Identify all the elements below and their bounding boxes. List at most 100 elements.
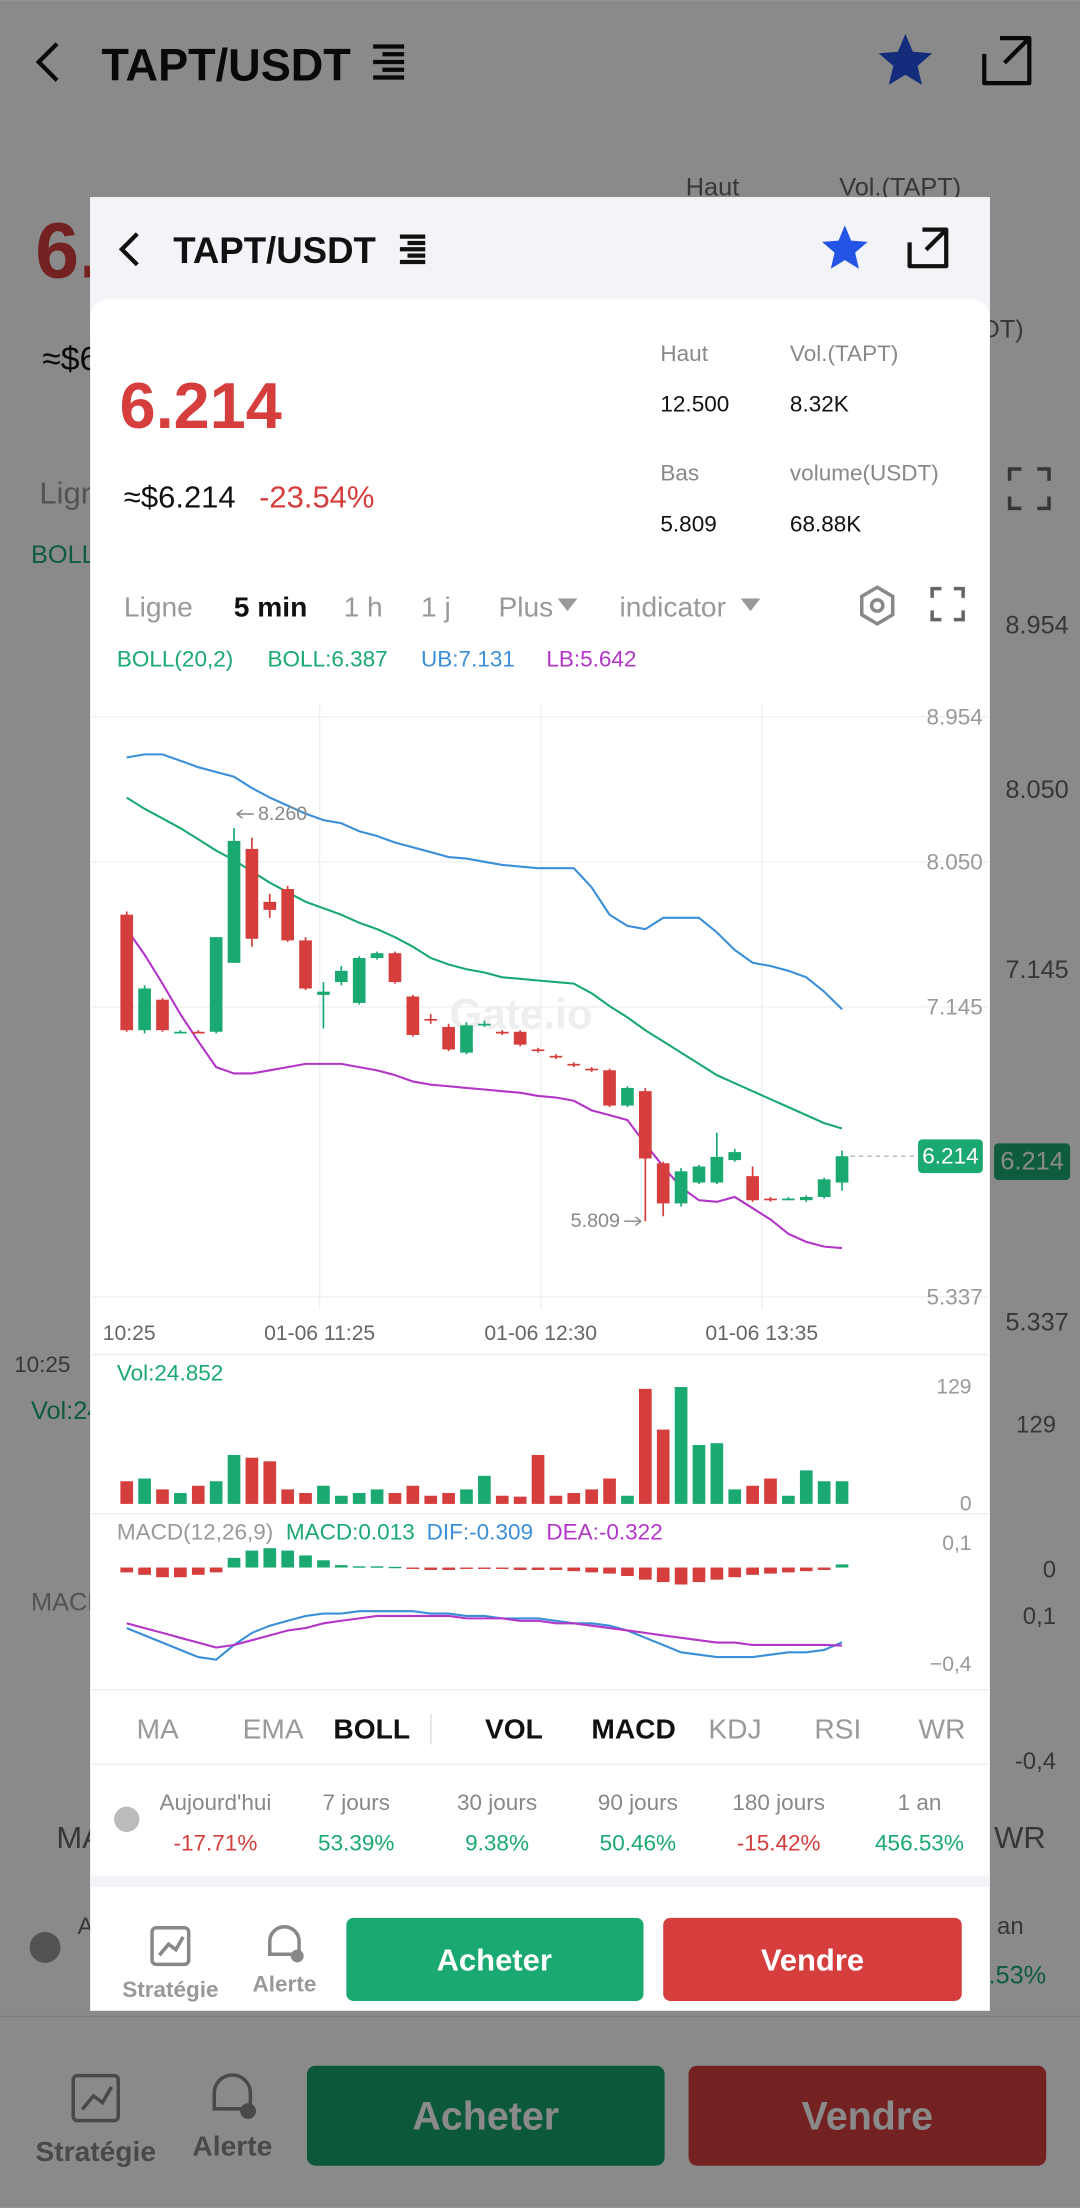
alert-label[interactable]: Alerte [253, 1972, 317, 1997]
volume-bar [317, 1485, 330, 1504]
strategy-label[interactable]: Stratégie [122, 1977, 218, 2002]
macd-bar [138, 1567, 151, 1575]
boll-legend: BOLL:6.387 [268, 647, 388, 672]
volume-bar [263, 1461, 277, 1504]
indicator-tab[interactable]: EMA [243, 1714, 304, 1745]
last-price: 6.214 [120, 369, 282, 442]
volume-bar [174, 1493, 187, 1504]
volume-bar [245, 1457, 259, 1504]
indicator-tab[interactable]: MA [137, 1714, 179, 1745]
last-price-label: 6.214 [1000, 1148, 1063, 1176]
macd-bar [120, 1567, 134, 1573]
chart-tab[interactable]: 1 j [421, 591, 451, 622]
macd-bar [334, 1565, 348, 1568]
y-tick-label: 8.954 [926, 704, 982, 729]
strategy-label[interactable]: Stratégie [35, 2136, 156, 2167]
indicator-tab[interactable]: KDJ [708, 1714, 761, 1745]
alert-icon[interactable] [268, 1925, 301, 1956]
macd-bar [746, 1567, 759, 1575]
low-arrow [624, 1216, 642, 1226]
buy-button[interactable] [346, 1917, 644, 2001]
indicator-tab[interactable]: RSI [814, 1714, 861, 1745]
chart-tab[interactable]: indicator [620, 591, 726, 622]
period-change: 53.39% [318, 1831, 394, 1856]
watermark: Gate.io [449, 990, 592, 1037]
macd-bar [495, 1567, 509, 1569]
stat-value: 5.809 [660, 511, 716, 536]
share-icon[interactable] [982, 35, 1032, 86]
macd-bar [370, 1566, 384, 1568]
sell-button[interactable] [663, 1917, 962, 2001]
chart-tab[interactable]: 1 h [344, 591, 383, 622]
menu-icon[interactable] [399, 234, 426, 265]
sell-label[interactable]: Vendre [761, 1943, 864, 1978]
candle-body [531, 1049, 545, 1052]
volume-tick: 129 [1016, 1412, 1056, 1439]
macd-bar [209, 1567, 223, 1573]
pair-title: TAPT/USDT [101, 39, 351, 90]
menu-icon[interactable] [373, 44, 405, 80]
macd-bar [263, 1548, 277, 1568]
back-button[interactable] [118, 232, 139, 267]
period-change: -17.71% [173, 1831, 257, 1856]
stat-label: Bas [660, 461, 699, 486]
indicator-tab[interactable]: MACD [591, 1714, 675, 1745]
volume-bar [585, 1489, 599, 1504]
favorite-star[interactable] [878, 33, 933, 85]
alert-label[interactable]: Alerte [192, 2130, 272, 2161]
volume-bar [656, 1429, 670, 1504]
indicator-tab[interactable]: WR [994, 1820, 1046, 1855]
macd-bar [156, 1567, 169, 1578]
usd-price: ≈$6.214 [124, 480, 236, 515]
candle-body [191, 1031, 205, 1034]
sell-button[interactable] [688, 2065, 1047, 2166]
stat-value: 68.88K [790, 511, 861, 536]
candle-body [406, 996, 420, 1035]
candle-body [245, 848, 259, 939]
modal: TAPT/USDT 6.214 ≈$6.214 -23.54% Haut 12.500 Vo… [90, 197, 990, 2011]
dropdown-caret [740, 598, 761, 612]
favorite-star[interactable] [822, 225, 868, 269]
candle-body [603, 1070, 616, 1106]
period-label: 7 jours [322, 1790, 390, 1815]
period-change: 9.38% [465, 1831, 529, 1856]
period-change: 456.53% [875, 1831, 964, 1856]
macd-legend: MACD:0.013 [286, 1520, 415, 1545]
modal-card [90, 298, 990, 355]
macd-bar [782, 1567, 795, 1573]
alert-icon[interactable] [212, 2073, 253, 2111]
macd-bar [799, 1567, 813, 1572]
volume-bar [674, 1387, 688, 1504]
chart-tab[interactable]: Plus [498, 591, 553, 622]
volume-bar [460, 1489, 473, 1504]
chart-tab[interactable]: 5 min [234, 591, 308, 622]
period-change: 50.46% [600, 1831, 676, 1856]
volume-bar [603, 1478, 616, 1504]
fullscreen-icon[interactable] [1007, 467, 1051, 511]
chart-tab[interactable]: Ligne [124, 591, 193, 622]
strategy-icon[interactable] [150, 1925, 191, 1967]
macd-bar [674, 1567, 688, 1585]
indicator-tab[interactable]: WR [919, 1714, 966, 1745]
buy-button[interactable] [306, 2065, 665, 2166]
indicator-tab[interactable]: BOLL [333, 1714, 410, 1745]
candle-body [209, 937, 223, 1032]
settings-icon[interactable] [859, 585, 895, 626]
buy-label[interactable]: Acheter [437, 1943, 552, 1978]
macd-bar [478, 1567, 491, 1569]
macd-tick: 0,1 [1023, 1603, 1056, 1630]
fullscreen-icon[interactable] [930, 586, 965, 622]
strategy-icon[interactable] [71, 2073, 121, 2123]
share-icon[interactable] [907, 227, 949, 269]
candle-body [513, 1031, 527, 1045]
candle-body [334, 970, 348, 983]
buy-label[interactable]: Acheter [412, 2094, 559, 2138]
candle-body [835, 1156, 849, 1183]
back-button[interactable] [35, 42, 59, 82]
sell-label[interactable]: Vendre [802, 2094, 933, 2138]
macd-bar [442, 1567, 455, 1570]
candle-body [710, 1156, 724, 1183]
x-tick-label: 01-06 13:35 [705, 1322, 818, 1345]
volume-tick: 0 [960, 1492, 972, 1515]
indicator-tab[interactable]: VOL [485, 1714, 543, 1745]
